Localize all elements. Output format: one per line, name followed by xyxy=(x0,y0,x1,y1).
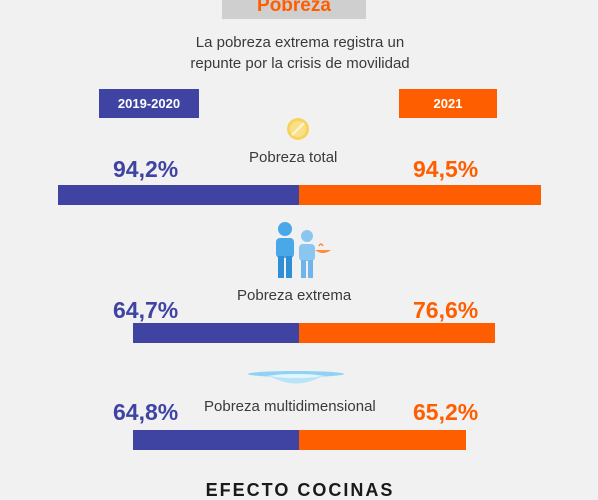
value-label-2021-pobreza-extrema: 76,6% xyxy=(413,297,479,323)
bar-2021-pobreza-extrema xyxy=(299,323,495,343)
plate-icon xyxy=(248,371,344,384)
bar-2019-2020-pobreza-total xyxy=(58,185,299,205)
category-label-pobreza-multidimensional: Pobreza multidimensional xyxy=(204,398,376,415)
family-icon xyxy=(276,222,331,278)
value-label-2021-pobreza-total: 94,5% xyxy=(413,156,479,182)
next-section-heading-partial: EFECTO COCINAS xyxy=(205,480,395,500)
period-label-2019-2020: 2019-2020 xyxy=(99,89,199,118)
section-title: Pobreza xyxy=(257,0,331,16)
category-label-pobreza-extrema: Pobreza extrema xyxy=(237,287,352,304)
bar-2021-pobreza-total xyxy=(299,185,541,205)
subtitle-line-1: La pobreza extrema registra un xyxy=(195,34,405,51)
category-label-pobreza-total: Pobreza total xyxy=(249,149,338,166)
chart-subtitle: La pobreza extrema registra un repunte p… xyxy=(150,32,450,74)
section-title-tab: Pobreza xyxy=(222,0,366,19)
value-label-2019-2020-pobreza-extrema: 64,7% xyxy=(113,297,179,323)
bar-2021-pobreza-multidimensional xyxy=(299,430,466,450)
value-label-2019-2020-pobreza-multidimensional: 64,8% xyxy=(113,399,179,425)
value-label-2019-2020-pobreza-total: 94,2% xyxy=(113,156,179,182)
bar-2019-2020-pobreza-extrema xyxy=(133,323,299,343)
bar-2019-2020-pobreza-multidimensional xyxy=(133,430,299,450)
subtitle-line-2: repunte por la crisis de movilidad xyxy=(190,55,410,72)
coin-icon xyxy=(287,118,309,140)
value-label-2021-pobreza-multidimensional: 65,2% xyxy=(413,399,479,425)
period-label-2021: 2021 xyxy=(399,89,497,118)
